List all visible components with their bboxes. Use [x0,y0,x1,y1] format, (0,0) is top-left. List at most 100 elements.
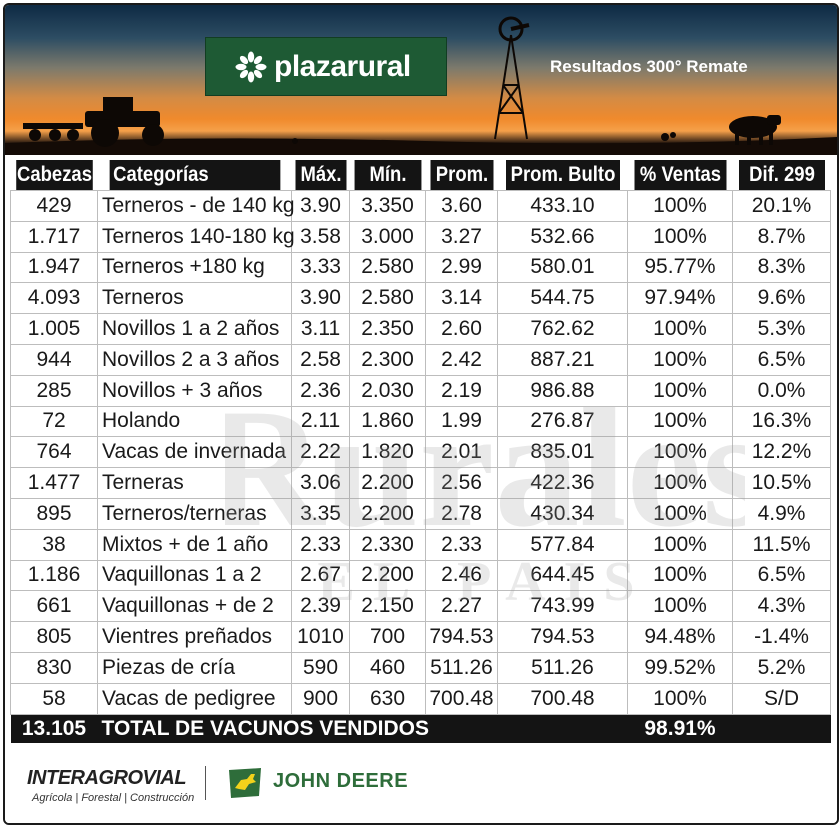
table-cell: 3.90 [291,282,350,315]
table-cell: 2.67 [291,559,350,592]
table-cell: 764 [10,436,98,469]
tractor-icon [23,97,164,147]
table-cell: 3.14 [425,282,498,315]
table-cell: 1.947 [10,251,98,284]
table-cell: 100% [627,559,733,592]
table-cell: 580.01 [497,251,628,284]
table-cell: 986.88 [497,374,628,407]
table-cell: 835.01 [497,436,628,469]
table-cell: 2.58 [291,343,350,376]
table-cell: 95.77% [627,251,733,284]
table-cell: 1.477 [10,467,98,499]
table-cell: 2.60 [425,313,498,345]
sponsor-divider [205,766,206,800]
table-cell: Vacas de pedigree [97,682,292,715]
table-cell: 743.99 [497,590,628,623]
table-cell: 590 [291,651,350,684]
table-cell: 2.330 [349,528,426,561]
table-cell: 805 [10,621,98,653]
table-cell: 10.5% [732,467,831,499]
john-deere-deer-icon [229,768,261,798]
table-cell: 700.48 [497,682,628,715]
table-cell: Terneros 140-180 kg [97,220,295,253]
table-cell: 285 [10,374,98,407]
interagrovial-logo: INTERAGROVIAL [27,767,187,789]
table-cell: 2.580 [349,251,426,284]
table-cell: 944 [10,343,98,376]
table-cell: 3.350 [349,190,426,222]
table-cell: 2.01 [425,436,498,469]
table-cell: 2.150 [349,590,426,623]
results-title: Resultados 300° Remate [550,57,748,76]
table-row: 830 Piezas de cría 590 460 511.26 511.26 99.52… [10,651,831,684]
table-row: 1.186 Vaquillonas 1 a 2 2.67 2.200 2.46 644.4… [10,559,831,592]
table-cell: 887.21 [497,343,628,376]
table-cell: 762.62 [497,313,628,345]
table-cell: 794.53 [497,621,628,653]
table-cell: 794.53 [425,621,498,653]
table-cell: 1.99 [425,405,498,438]
table-cell: 532.66 [497,220,628,253]
table-cell: Novillos 2 a 3 años [97,343,292,376]
john-deere-wordmark: JOHN DEERE [273,770,409,792]
table-cell: Mixtos + de 1 año [97,528,292,561]
column-header: Categorías [109,160,280,191]
table-cell: 630 [349,682,426,715]
table-cell: 58 [10,682,98,715]
total-row: 13.105 TOTAL DE VACUNOS VENDIDOS 98.91% [10,714,831,743]
table-cell: 4.9% [732,497,831,530]
total-cabezas: 13.105 [10,714,98,743]
column-header: Mín. [354,160,421,191]
table-row: 1.717 Terneros 140-180 kg 3.58 3.000 3.27 532… [10,220,831,253]
table-row: 4.093 Terneros 3.90 2.580 3.14 544.75 97.94% 9.… [10,282,831,315]
table-cell: 3.06 [291,467,350,499]
table-cell: Vacas de invernada [97,436,292,469]
table-cell: 3.60 [425,190,498,222]
table-cell: 700 [349,621,426,653]
table-cell: 4.3% [732,590,831,623]
results-card: plazarural Resultados 300° Remate Cabeza… [3,3,839,825]
table-cell: 700.48 [425,682,498,715]
table-cell: 1010 [291,621,350,653]
table-cell: 2.350 [349,313,426,345]
results-table: Cabezas Categorías Máx. Mín. Prom. Prom. Bult… [10,160,831,743]
table-cell: 3.58 [291,220,350,253]
table-cell: 2.46 [425,559,498,592]
table-cell: 20.1% [732,190,831,222]
table-row: 38 Mixtos + de 1 año 2.33 2.330 2.33 577.84 10… [10,528,831,561]
plazarural-flower-icon [235,51,267,82]
table-cell: 2.300 [349,343,426,376]
table-cell: 100% [627,682,733,715]
table-cell: 2.99 [425,251,498,284]
table-cell: Terneros - de 140 kg [97,190,295,222]
table-row: 1.947 Terneros +180 kg 3.33 2.580 2.99 580.01… [10,251,831,284]
table-cell: 460 [349,651,426,684]
table-cell: 97.94% [627,282,733,315]
table-cell: 2.27 [425,590,498,623]
table-cell: 895 [10,497,98,530]
table-cell: 6.5% [732,559,831,592]
table-row: 285 Novillos + 3 años 2.36 2.030 2.19 986.88 1… [10,374,831,407]
table-cell: 100% [627,467,733,499]
table-cell: 100% [627,436,733,469]
table-cell: 511.26 [497,651,628,684]
table-cell: Vientres preñados [97,621,292,653]
table-cell: 2.580 [349,282,426,315]
table-cell: Novillos 1 a 2 años [97,313,292,345]
table-cell: 100% [627,497,733,530]
table-cell: 544.75 [497,282,628,315]
table-cell: 830 [10,651,98,684]
table-cell: 100% [627,405,733,438]
table-cell: Holando [97,405,292,438]
table-cell: S/D [732,682,831,715]
table-row: 764 Vacas de invernada 2.22 1.820 2.01 835.01… [10,436,831,469]
table-cell: 100% [627,190,733,222]
table-cell: Novillos + 3 años [97,374,292,407]
column-header: Prom. Bulto [505,160,620,191]
table-cell: 0.0% [732,374,831,407]
table-row: 1.005 Novillos 1 a 2 años 3.11 2.350 2.60 762… [10,313,831,345]
table-row: 661 Vaquillonas + de 2 2.39 2.150 2.27 743.99… [10,590,831,623]
table-cell: 12.2% [732,436,831,469]
table-cell: 2.33 [291,528,350,561]
table-cell: 94.48% [627,621,733,653]
